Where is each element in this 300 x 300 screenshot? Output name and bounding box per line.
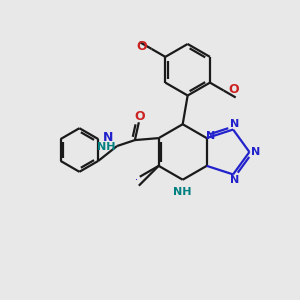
Text: N: N [230, 119, 240, 129]
Text: O: O [136, 40, 147, 53]
Text: N: N [230, 175, 240, 185]
Text: O: O [134, 110, 145, 123]
Text: N: N [103, 130, 114, 144]
Text: N: N [206, 131, 215, 141]
Text: NH: NH [97, 142, 115, 152]
Text: N: N [251, 147, 260, 157]
Text: O: O [229, 83, 239, 96]
Text: NH: NH [173, 187, 192, 197]
Text: CH: CH [136, 179, 138, 180]
